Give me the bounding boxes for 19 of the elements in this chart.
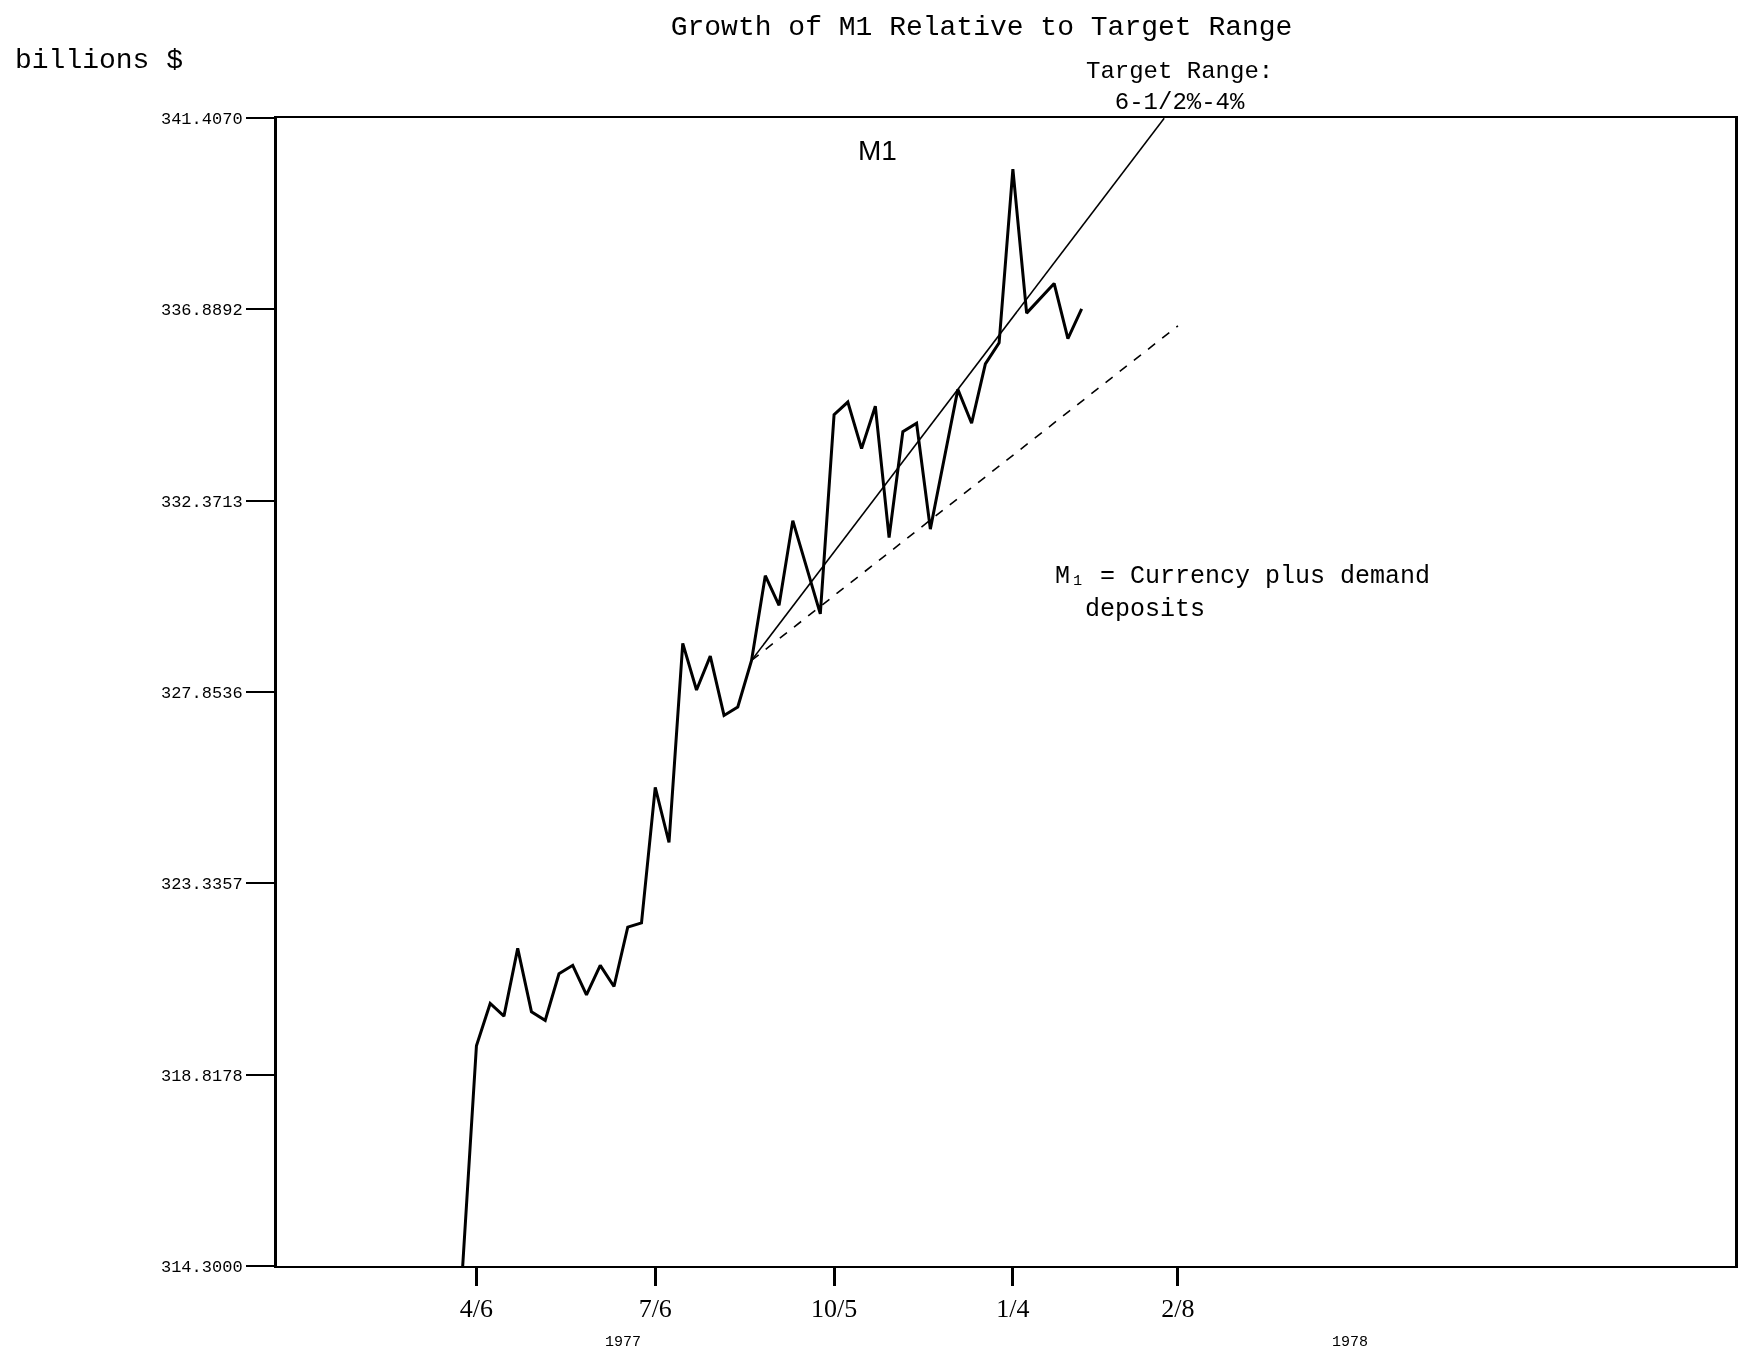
text: 1977 bbox=[605, 1334, 642, 1351]
annotation: M₁ = Currency plus demand deposits bbox=[1055, 562, 1431, 624]
y-tick-label: 318.8178 bbox=[160, 1066, 243, 1086]
y-tick-label: 341.4070 bbox=[160, 109, 243, 129]
y-tick-label: 327.8536 bbox=[160, 683, 243, 703]
x-tick-label: 4/6 bbox=[459, 1293, 494, 1323]
y-tick-label: 314.3000 bbox=[160, 1257, 243, 1277]
y-tick-label: 332.3713 bbox=[160, 492, 243, 512]
annotation: M1 bbox=[858, 135, 897, 166]
x-tick-label: 2/8 bbox=[1161, 1293, 1195, 1323]
text: Target Range: 6-1/2%-4% bbox=[1086, 58, 1274, 117]
y-tick-label: 323.3357 bbox=[160, 875, 243, 895]
chart-title: Growth of M1 Relative to Target Range bbox=[670, 11, 1293, 43]
x-tick-label: 7/6 bbox=[638, 1293, 672, 1323]
x-tick-label: 10/5 bbox=[810, 1293, 858, 1323]
x-tick-label: 1/4 bbox=[996, 1293, 1030, 1323]
text: 1978 bbox=[1332, 1334, 1369, 1351]
y-tick-label: 336.8892 bbox=[160, 301, 243, 321]
y-axis-title: billions $ bbox=[15, 45, 184, 76]
